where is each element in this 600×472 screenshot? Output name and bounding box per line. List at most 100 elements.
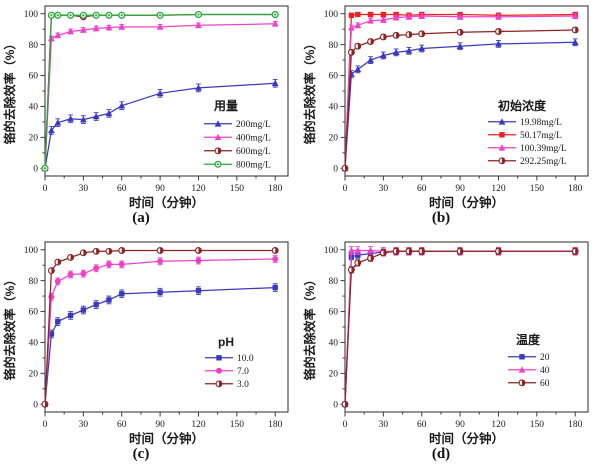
data-point-marker (92, 112, 100, 120)
data-point-marker (214, 120, 222, 127)
data-point-marker (79, 115, 87, 123)
data-point-marker (396, 32, 400, 39)
legend-title: 用量 (213, 99, 238, 113)
data-point-marker (354, 65, 362, 73)
data-point-marker (54, 31, 62, 39)
data-point-marker (219, 380, 222, 387)
chart-a-canvas: 0 30 60 90 120 150 180 0 20 40 60 80 100 用量 200mg/L 400… (2, 5, 289, 210)
series-3.0 (41, 247, 279, 408)
data-point-marker (367, 17, 374, 24)
legend-title: 温度 (516, 332, 541, 347)
legend-title: pH (218, 335, 234, 349)
chart-b-canvas: 0 30 60 90 120 150 180 0 20 40 60 80 100 初始浓度 19.98mg/… (302, 5, 589, 210)
data-point-marker (48, 293, 55, 300)
data-point-marker (70, 254, 74, 261)
data-point-marker (396, 248, 400, 255)
data-point-marker (216, 367, 222, 374)
data-point-marker (408, 248, 412, 255)
y-axis-title: 铬的去除效率（%） (2, 38, 17, 145)
data-point-marker (55, 318, 61, 325)
data-point-marker (370, 255, 374, 262)
data-point-marker (69, 14, 72, 17)
legend-label: 40 (540, 366, 550, 376)
series-100.39mg-L (341, 12, 579, 172)
data-point-marker (80, 270, 87, 277)
data-point-marker (351, 49, 355, 56)
legend-label: 10.0 (237, 354, 254, 364)
plot-frame (44, 241, 289, 413)
legend-label: 50.17mg/L (520, 131, 562, 141)
data-point-marker (460, 248, 464, 255)
data-point-marker (105, 24, 113, 31)
x-tick-label: 120 (191, 420, 206, 430)
data-point-marker (96, 248, 100, 255)
legend-label: 200mg/L (236, 120, 271, 130)
data-point-marker (57, 259, 61, 265)
x-axis-title: 时间（分钟） (129, 195, 204, 210)
x-tick-label: 0 (43, 184, 48, 194)
data-point-marker (392, 48, 400, 56)
subplot-c: 0 30 60 90 120 150 180 0 20 40 60 80 100 pH 10.0 7.0 3.0… (0, 236, 300, 472)
data-point-marker (67, 27, 74, 35)
data-point-marker (47, 126, 55, 134)
legend-label: 60 (540, 379, 550, 389)
data-point-marker (499, 132, 505, 138)
x-axis-title: 时间（分钟） (129, 431, 204, 446)
legend-label: 800mg/L (236, 161, 271, 171)
data-point-marker (379, 16, 387, 23)
data-point-marker (518, 366, 526, 373)
x-tick-label: 90 (455, 420, 465, 430)
data-point-marker (274, 13, 277, 16)
data-point-marker (347, 24, 355, 31)
y-tick-label: 80 (29, 277, 39, 287)
x-tick-label: 150 (530, 184, 545, 194)
plot-frame (344, 5, 589, 177)
data-point-marker (82, 14, 85, 17)
data-point-marker (48, 331, 55, 337)
legend-title: 初始浓度 (498, 98, 547, 113)
data-point-marker (405, 47, 413, 54)
data-point-marker (83, 249, 87, 256)
subplot-a-caption: (a) (132, 210, 150, 226)
x-tick-label: 120 (191, 184, 206, 194)
chart-d-canvas: 0 30 60 90 120 150 180020406080100温度204060时间（分… (302, 241, 589, 446)
data-point-marker (67, 312, 74, 319)
axes-ticks (340, 13, 576, 181)
y-tick-label: 20 (329, 134, 339, 144)
y-tick-label: 80 (329, 41, 339, 51)
data-point-marker (460, 29, 464, 36)
data-point-marker (571, 38, 579, 46)
x-tick-label: 90 (455, 184, 465, 194)
data-point-marker (351, 266, 355, 273)
data-point-marker (119, 291, 125, 297)
y-tick-label: 80 (329, 277, 339, 287)
x-tick-label: 60 (117, 420, 127, 430)
y-tick-label: 40 (329, 339, 339, 349)
x-axis-title: 时间（分钟） (429, 431, 504, 446)
x-tick-label: 30 (379, 184, 389, 194)
data-point-marker (367, 11, 374, 18)
series-10.0 (42, 283, 278, 407)
series-800mg-L (41, 10, 279, 172)
plot-frame (44, 5, 289, 177)
series-19.98mg-L (341, 38, 579, 172)
x-tick-label: 120 (491, 420, 506, 430)
data-point-marker (519, 354, 525, 360)
legend-label: 19.98mg/L (520, 118, 562, 128)
data-point-marker (383, 249, 387, 256)
y-tick-label: 60 (329, 308, 339, 318)
data-point-marker (357, 259, 361, 266)
legend-label: 7.0 (237, 367, 249, 377)
series-60 (341, 247, 579, 408)
data-point-marker (121, 247, 125, 254)
series-200mg-L (41, 78, 279, 172)
x-tick-label: 0 (43, 420, 48, 430)
y-tick-label: 20 (329, 370, 339, 380)
data-point-marker (79, 26, 87, 33)
subplot-d-caption: (d) (431, 446, 451, 462)
data-point-marker (502, 157, 505, 164)
data-point-marker (418, 12, 426, 19)
data-point-marker (275, 247, 279, 254)
